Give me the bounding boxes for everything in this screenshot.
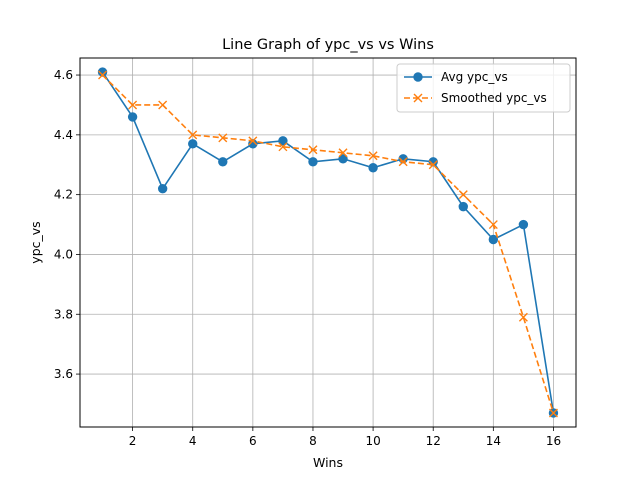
series-2-point-stroke [398, 157, 408, 167]
y-tick-label: 3.6 [54, 367, 73, 381]
series-1-point [188, 139, 198, 149]
legend-swatch-marker [413, 93, 423, 103]
series-2-point [338, 148, 348, 158]
series-2-point [98, 70, 108, 80]
series-2-point [398, 157, 408, 167]
series-2-point-stroke [548, 408, 558, 418]
series-2-point [248, 136, 258, 146]
series-2-point-stroke [278, 142, 288, 152]
x-tick-label: 14 [486, 434, 501, 448]
series-2-point [158, 100, 168, 110]
series-1-point [368, 163, 378, 173]
series-2-point [368, 151, 378, 161]
series-2-point-stroke [128, 100, 138, 110]
x-tick-label: 2 [129, 434, 137, 448]
series-2 [98, 70, 558, 418]
series-2-point [188, 130, 198, 140]
series-1-point [127, 112, 138, 122]
legend-item-1: Avg ypc_vs [404, 70, 508, 84]
y-tick-label: 3.8 [54, 307, 73, 321]
series-2-point-stroke [368, 151, 378, 161]
series-1-point [97, 67, 108, 77]
legend-swatch-marker [413, 72, 423, 82]
series-2-point [458, 190, 468, 200]
series-1 [97, 67, 559, 418]
series-1-point [157, 183, 168, 194]
series-1-line [101, 71, 555, 414]
legend-box [396, 63, 571, 113]
series-1-point [338, 154, 348, 164]
x-tick-label: 4 [189, 434, 197, 448]
series-2-point-stroke [188, 130, 198, 140]
legend-label: Smoothed ypc_vs [441, 91, 547, 105]
series-2-point [308, 145, 318, 155]
series-1-point [278, 136, 288, 146]
series-2-point-stroke [428, 160, 438, 170]
legend-label: Avg ypc_vs [441, 70, 508, 84]
series-2-point [278, 142, 288, 152]
legend-swatch-marker-stroke [413, 93, 423, 103]
series-2-point [128, 100, 138, 110]
x-axis-label: Wins [313, 455, 343, 470]
y-axis-label: ypc_vs [28, 221, 43, 263]
series-1-point [488, 234, 499, 245]
legend: Avg ypc_vs Smoothed ypc_vs [396, 63, 571, 113]
series-2-point-stroke [248, 136, 258, 146]
series-1-point [308, 157, 318, 167]
grid [80, 58, 576, 427]
series-2-point-stroke [218, 133, 228, 143]
series-2-point [548, 408, 558, 418]
series-2-point-stroke [98, 70, 108, 80]
x-tick-label: 8 [309, 434, 317, 448]
x-tick-label: 6 [249, 434, 257, 448]
series-2-point [218, 133, 228, 143]
legend-item-2: Smoothed ypc_vs [404, 91, 547, 105]
x-tick-label: 10 [365, 434, 380, 448]
series-1-point [248, 139, 258, 149]
y-tick-label: 4.0 [54, 247, 73, 261]
series-2-point-stroke [308, 145, 318, 155]
series-2-point [518, 312, 528, 322]
series-2-point-stroke [488, 220, 498, 230]
series-2-point-stroke [518, 312, 528, 322]
series-layer [97, 67, 559, 418]
y-tick-label: 4.4 [54, 128, 73, 142]
series-1-point [518, 219, 529, 230]
series-1-point [458, 201, 468, 212]
series-1-point [218, 157, 228, 167]
series-2-point-stroke [158, 100, 168, 110]
series-2-point [488, 220, 498, 230]
chart-title: Line Graph of ypc_vs vs Wins [222, 37, 434, 53]
axis-ticks: 2 4 6 8 10 12 14 16 3.6 3.8 4.0 4.2 4.4 4.6 [54, 68, 561, 448]
series-2-point [428, 160, 438, 170]
y-tick-label: 4.6 [54, 68, 73, 82]
x-tick-label: 12 [426, 434, 441, 448]
x-tick-label: 16 [546, 434, 561, 448]
series-2-point-stroke [458, 190, 468, 200]
y-tick-label: 4.2 [54, 188, 73, 202]
series-2-line [101, 74, 555, 414]
series-2-point-stroke [338, 148, 348, 158]
plot-frame [79, 57, 577, 428]
